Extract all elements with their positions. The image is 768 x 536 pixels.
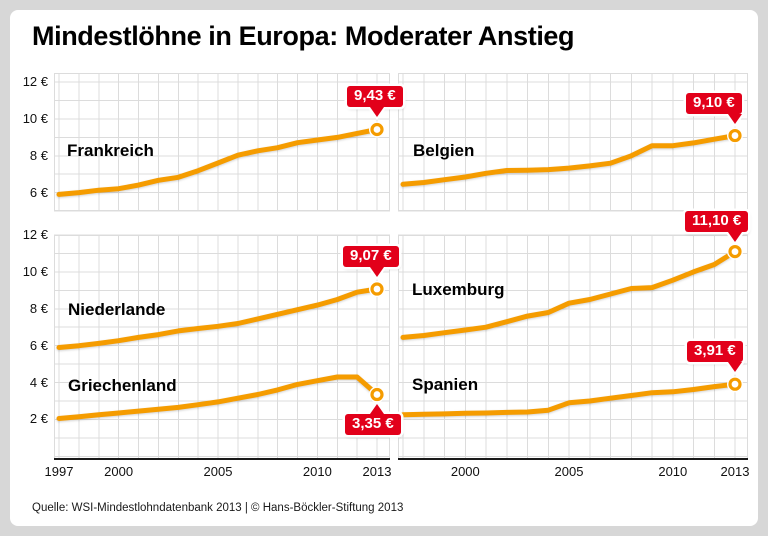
country-label-spanien: Spanien bbox=[412, 375, 479, 394]
x-tick-label: 2000 bbox=[450, 464, 480, 479]
value-callout-niederlande: 9,07 € bbox=[343, 246, 399, 280]
chart-plot-frankreich bbox=[54, 73, 390, 212]
value-callout-luxemburg: 11,10 € bbox=[685, 211, 749, 245]
endpoint-marker bbox=[728, 244, 742, 259]
y-tick-label: 8 € bbox=[29, 300, 48, 316]
country-label-luxemburg: Luxemburg bbox=[412, 280, 505, 299]
luxemburg-spanien-line-chart bbox=[398, 234, 748, 460]
country-label-griechenland: Griechenland bbox=[68, 376, 177, 395]
plot-border bbox=[54, 73, 390, 211]
chart-plot-niederlande-griechenland bbox=[54, 234, 390, 460]
chart-plot-luxemburg-spanien bbox=[398, 234, 748, 460]
wage-line-belgien bbox=[400, 133, 738, 187]
endpoint-marker bbox=[728, 377, 742, 391]
x-tick-label: 2013 bbox=[720, 464, 750, 479]
wage-line-luxemburg bbox=[400, 249, 738, 340]
wage-line-niederlande bbox=[56, 286, 380, 350]
x-tick-label: 1997 bbox=[44, 464, 74, 479]
value-callout-frankreich: 9,43 € bbox=[347, 86, 403, 120]
x-tick-label: 2013 bbox=[362, 464, 392, 479]
chart-card: Mindestlöhne in Europa: Moderater Anstie… bbox=[10, 10, 758, 526]
wage-line-frankreich bbox=[56, 127, 380, 197]
wage-line-griechenland bbox=[56, 374, 380, 421]
endpoint-marker bbox=[370, 387, 384, 402]
y-tick-label: 4 € bbox=[29, 374, 48, 390]
y-tick-label: 10 € bbox=[22, 263, 48, 279]
value-callout-spanien: 3,91 € bbox=[687, 341, 745, 375]
y-tick-label: 12 € bbox=[22, 74, 48, 90]
source-line: Quelle: WSI-Mindestlohndatenbank 2013 | … bbox=[32, 502, 404, 514]
country-label-niederlande: Niederlande bbox=[68, 300, 166, 319]
y-tick-label: 8 € bbox=[29, 147, 48, 163]
x-tick-label: 2005 bbox=[554, 464, 584, 479]
y-tick-label: 12 € bbox=[22, 227, 48, 242]
chart-plot-belgien bbox=[398, 73, 748, 212]
value-callout-belgien: 9,10 € bbox=[686, 93, 745, 127]
wage-line-spanien bbox=[400, 381, 738, 418]
x-tick-label: 2010 bbox=[302, 464, 332, 479]
value-callout-griechenland: 3,35 € bbox=[345, 401, 401, 435]
belgien-line-chart bbox=[398, 73, 748, 212]
x-axis-labels-left: 1997 2000 2005 2010 2013 bbox=[45, 464, 392, 480]
plot-border bbox=[54, 235, 390, 460]
country-label-frankreich: Frankreich bbox=[67, 141, 154, 160]
y-tick-label: 10 € bbox=[22, 111, 48, 126]
x-tick-label: 2000 bbox=[104, 464, 134, 479]
x-axis-labels-right: 2000 2005 2010 2013 bbox=[398, 464, 750, 480]
frankreich-line-chart bbox=[54, 73, 390, 212]
endpoint-marker bbox=[728, 128, 742, 143]
niederlande-griechenland-line-chart bbox=[54, 234, 390, 460]
endpoint-marker bbox=[370, 122, 384, 137]
y-tick-label: 2 € bbox=[29, 411, 48, 427]
country-label-belgien: Belgien bbox=[413, 141, 475, 160]
endpoint-marker bbox=[370, 282, 384, 296]
x-tick-label: 2010 bbox=[658, 464, 688, 479]
x-tick-label: 2005 bbox=[203, 464, 233, 479]
y-tick-label: 6 € bbox=[29, 184, 48, 200]
y-tick-label: 6 € bbox=[29, 337, 48, 353]
page-title: Mindestlöhne in Europa: Moderater Anstie… bbox=[32, 21, 575, 51]
plot-border bbox=[398, 73, 748, 211]
